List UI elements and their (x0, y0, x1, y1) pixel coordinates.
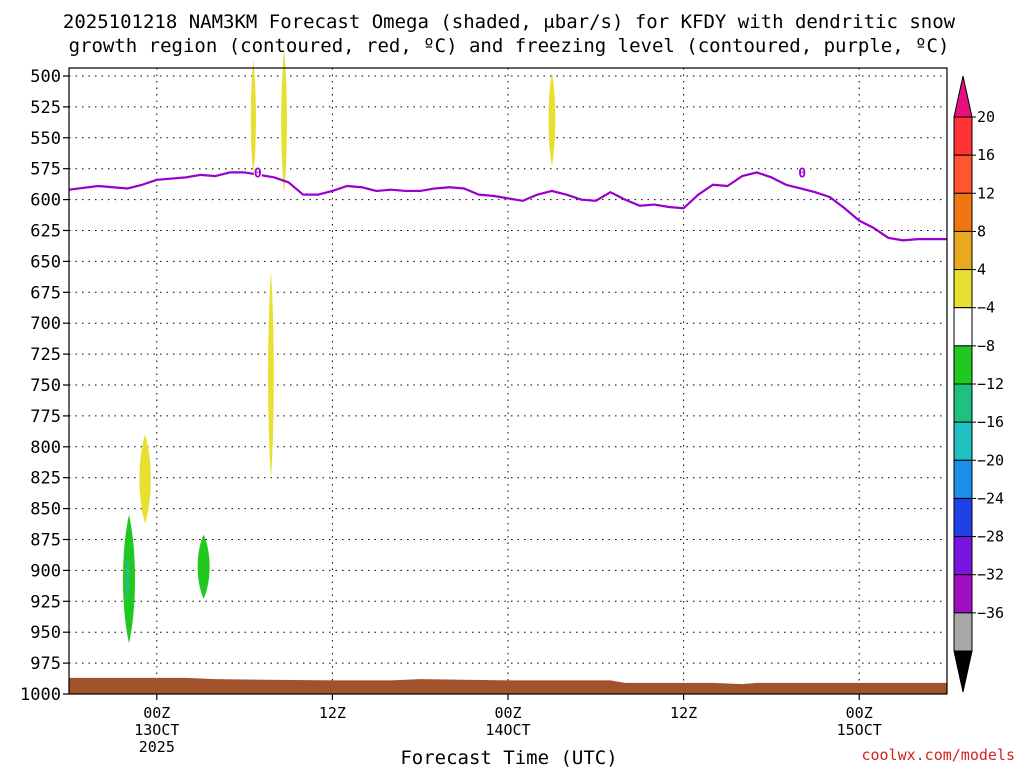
y-tick-label-750: 750 (30, 376, 61, 396)
x-tick-label-4-1: 00Z (846, 704, 873, 722)
colorbar-swatch-2 (953, 192, 973, 232)
colorbar-label-1: 16 (977, 146, 995, 164)
y-tick-label-625: 625 (30, 222, 61, 242)
x-tick-label-0-1: 00Z (143, 704, 170, 722)
colorbar-label-8: −16 (977, 413, 1004, 431)
colorbar-swatch-12 (953, 574, 973, 614)
y-tick-label-500: 500 (30, 67, 61, 87)
y-tick-label-825: 825 (30, 469, 61, 489)
y-tick-label-650: 650 (30, 252, 61, 272)
y-tick-label-800: 800 (30, 438, 61, 458)
colorbar-label-3: 8 (977, 222, 986, 240)
y-tick-label-850: 850 (30, 500, 61, 520)
y-tick-label-575: 575 (30, 160, 61, 180)
colorbar-label-6: −8 (977, 337, 995, 355)
omega-feature-1 (281, 50, 287, 194)
site-credit[interactable]: coolwx.com/models (861, 746, 1015, 764)
y-tick-label-700: 700 (30, 314, 61, 334)
omega-feature-0 (250, 59, 256, 177)
freezing-level-label-1: 0 (798, 166, 806, 181)
x-tick-label-1-1: 12Z (319, 704, 346, 722)
colorbar-top-arrow (953, 75, 973, 118)
y-tick-label-875: 875 (30, 531, 61, 551)
x-tick-label-3-1: 12Z (670, 704, 697, 722)
colorbar-label-7: −12 (977, 375, 1004, 393)
x-axis-label: Forecast Time (UTC) (400, 747, 617, 768)
colorbar-swatch-10 (953, 497, 973, 538)
x-tick-label-2-2: 14OCT (485, 721, 530, 739)
colorbar-swatch-13 (953, 612, 973, 652)
y-tick-label-550: 550 (30, 129, 61, 149)
y-tick-label-925: 925 (30, 592, 61, 612)
colorbar-label-11: −28 (977, 528, 1004, 546)
chart-title-line-2: growth region (contoured, red, ºC) and f… (69, 35, 950, 57)
y-tick-label-900: 900 (30, 561, 61, 581)
colorbar-label-2: 12 (977, 184, 995, 202)
x-tick-label-2-1: 00Z (494, 704, 521, 722)
colorbar-swatch-9 (953, 459, 973, 499)
omega-colorbar: 20 16 12 8 4 −4 −8 −12 −16 −20 −24 −28 −32 −36 (953, 75, 1004, 693)
x-tick-label-0-2: 13OCT (134, 721, 179, 739)
colorbar-label-9: −20 (977, 451, 1004, 469)
colorbar-swatch-4 (953, 269, 973, 309)
y-tick-label-1000: 1000 (20, 685, 61, 705)
y-tick-label-600: 600 (30, 191, 61, 211)
colorbar-bottom-arrow (953, 650, 973, 693)
colorbar-label-4: 4 (977, 261, 986, 279)
pressure-axis: 500 525 550 575 600 625 650 675 700 725 750 775 800 8… (20, 67, 69, 705)
colorbar-label-12: −32 (977, 566, 1004, 584)
colorbar-label-10: −24 (977, 489, 1004, 507)
freezing-label-bg-1 (798, 165, 807, 180)
freezing-level-label-0: 0 (254, 166, 262, 181)
omega-feature-7 (197, 534, 210, 599)
colorbar-swatch-3 (953, 230, 973, 271)
x-tick-label-0-3: 2025 (139, 738, 175, 756)
omega-feature-6 (125, 556, 130, 602)
y-tick-label-950: 950 (30, 623, 61, 643)
colorbar-swatch-0 (953, 116, 973, 156)
colorbar-swatch-11 (953, 536, 973, 576)
colorbar-swatch-8 (953, 421, 973, 461)
chart-title-line-1: 2025101218 NAM3KM Forecast Omega (shaded… (63, 11, 956, 33)
y-tick-label-525: 525 (30, 98, 61, 118)
colorbar-label-13: −36 (977, 604, 1004, 622)
colorbar-swatch-7 (953, 383, 973, 423)
colorbar-swatch-6 (953, 345, 973, 385)
freezing-label-bg-0 (253, 165, 262, 180)
y-tick-label-675: 675 (30, 283, 61, 303)
y-tick-label-975: 975 (30, 654, 61, 674)
omega-feature-3 (268, 271, 274, 479)
terrain-fill (69, 677, 947, 694)
colorbar-label-0: 20 (977, 108, 995, 126)
freezing-level-line (68, 171, 947, 242)
y-tick-label-725: 725 (30, 345, 61, 365)
colorbar-label-5: −4 (977, 299, 995, 317)
colorbar-swatch-5 (953, 307, 973, 347)
colorbar-swatch-1 (953, 154, 973, 194)
omega-feature-4 (139, 434, 151, 524)
y-tick-label-775: 775 (30, 407, 61, 427)
x-tick-label-4-2: 15OCT (837, 721, 882, 739)
omega-feature-2 (548, 72, 556, 167)
